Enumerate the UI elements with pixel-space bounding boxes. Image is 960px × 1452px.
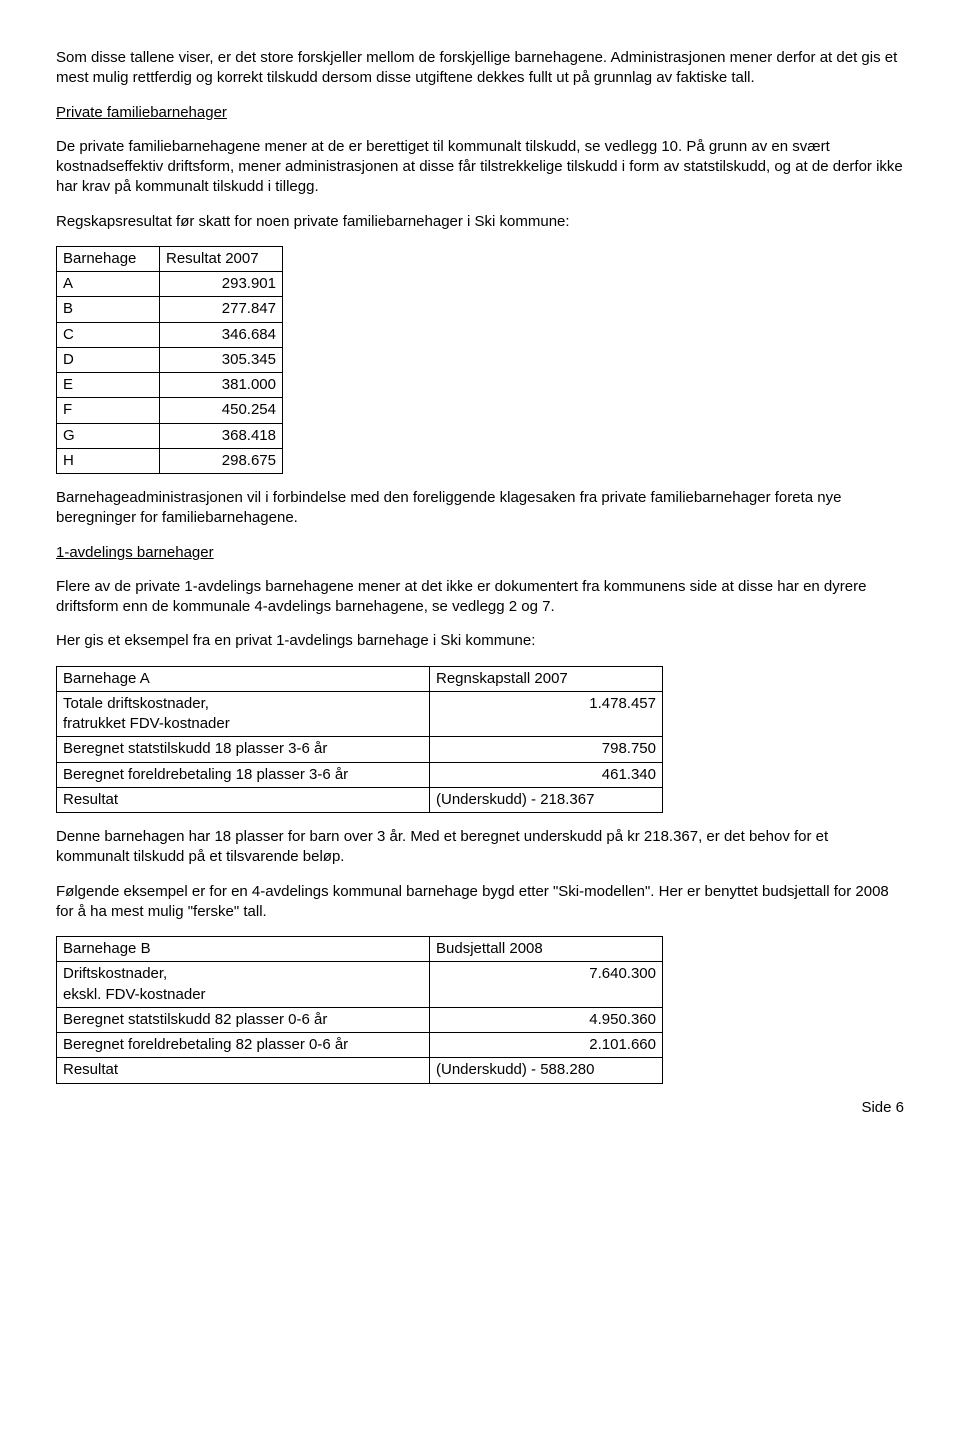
- table-cell: Beregnet statstilskudd 18 plasser 3-6 år: [57, 737, 430, 762]
- table-cell: 381.000: [160, 373, 283, 398]
- paragraph: De private familiebarnehagene mener at d…: [56, 137, 904, 198]
- table-cell: C: [57, 322, 160, 347]
- table-cell: H: [57, 448, 160, 473]
- table-cell: Regnskapstall 2007: [430, 666, 663, 691]
- table-row: D305.345: [57, 347, 283, 372]
- table-cell: 461.340: [430, 762, 663, 787]
- table-cell: (Underskudd) - 588.280: [430, 1058, 663, 1083]
- table-row: Beregnet foreldrebetaling 82 plasser 0-6…: [57, 1033, 663, 1058]
- table-row: Beregnet statstilskudd 18 plasser 3-6 år…: [57, 737, 663, 762]
- table-cell: 4.950.360: [430, 1007, 663, 1032]
- table-header-cell: Barnehage: [57, 246, 160, 271]
- table-row: Barnehage Resultat 2007: [57, 246, 283, 271]
- table-row: C346.684: [57, 322, 283, 347]
- paragraph: Følgende eksempel er for en 4-avdelings …: [56, 882, 904, 923]
- section-heading-private: Private familiebarnehager: [56, 103, 904, 123]
- table-cell: 298.675: [160, 448, 283, 473]
- table-cell: Beregnet statstilskudd 82 plasser 0-6 år: [57, 1007, 430, 1032]
- table-row: Beregnet statstilskudd 82 plasser 0-6 år…: [57, 1007, 663, 1032]
- table-cell: Beregnet foreldrebetaling 18 plasser 3-6…: [57, 762, 430, 787]
- table-cell: 368.418: [160, 423, 283, 448]
- section-heading-1avd: 1-avdelings barnehager: [56, 543, 904, 563]
- table-row: Barnehage ARegnskapstall 2007: [57, 666, 663, 691]
- table-cell: Totale driftskostnader,fratrukket FDV-ko…: [57, 691, 430, 737]
- table-header-cell: Resultat 2007: [160, 246, 283, 271]
- table-cell: A: [57, 272, 160, 297]
- table-row: Resultat(Underskudd) - 218.367: [57, 787, 663, 812]
- table-cell: G: [57, 423, 160, 448]
- paragraph: Flere av de private 1-avdelings barnehag…: [56, 577, 904, 618]
- table-cell: 450.254: [160, 398, 283, 423]
- table-barnehage-b: Barnehage BBudsjettall 2008 Driftskostna…: [56, 936, 663, 1084]
- page-number: Side 6: [56, 1098, 904, 1118]
- table-cell: (Underskudd) - 218.367: [430, 787, 663, 812]
- table-row: Beregnet foreldrebetaling 18 plasser 3-6…: [57, 762, 663, 787]
- paragraph: Her gis et eksempel fra en privat 1-avde…: [56, 631, 904, 651]
- table-cell: 2.101.660: [430, 1033, 663, 1058]
- table-cell: Driftskostnader,ekskl. FDV-kostnader: [57, 962, 430, 1008]
- table-cell: 293.901: [160, 272, 283, 297]
- table-cell: Resultat: [57, 787, 430, 812]
- table-cell: Budsjettall 2008: [430, 937, 663, 962]
- table-cell: 1.478.457: [430, 691, 663, 737]
- table-cell: D: [57, 347, 160, 372]
- table-row: F450.254: [57, 398, 283, 423]
- table-barnehage-a: Barnehage ARegnskapstall 2007 Totale dri…: [56, 666, 663, 814]
- paragraph: Regskapsresultat før skatt for noen priv…: [56, 212, 904, 232]
- table-cell: 798.750: [430, 737, 663, 762]
- table-cell: Barnehage B: [57, 937, 430, 962]
- paragraph: Som disse tallene viser, er det store fo…: [56, 48, 904, 89]
- paragraph: Denne barnehagen har 18 plasser for barn…: [56, 827, 904, 868]
- table-cell: F: [57, 398, 160, 423]
- table-row: G368.418: [57, 423, 283, 448]
- table-cell: Resultat: [57, 1058, 430, 1083]
- table-cell: E: [57, 373, 160, 398]
- table-resultat-2007: Barnehage Resultat 2007 A293.901 B277.84…: [56, 246, 283, 474]
- table-row: Driftskostnader,ekskl. FDV-kostnader7.64…: [57, 962, 663, 1008]
- table-cell: 277.847: [160, 297, 283, 322]
- paragraph: Barnehageadministrasjonen vil i forbinde…: [56, 488, 904, 529]
- table-cell: B: [57, 297, 160, 322]
- table-row: A293.901: [57, 272, 283, 297]
- table-cell: 7.640.300: [430, 962, 663, 1008]
- table-row: Barnehage BBudsjettall 2008: [57, 937, 663, 962]
- table-row: E381.000: [57, 373, 283, 398]
- table-cell: Barnehage A: [57, 666, 430, 691]
- table-cell: 305.345: [160, 347, 283, 372]
- table-row: B277.847: [57, 297, 283, 322]
- table-row: Totale driftskostnader,fratrukket FDV-ko…: [57, 691, 663, 737]
- table-cell: Beregnet foreldrebetaling 82 plasser 0-6…: [57, 1033, 430, 1058]
- table-row: Resultat(Underskudd) - 588.280: [57, 1058, 663, 1083]
- table-row: H298.675: [57, 448, 283, 473]
- table-cell: 346.684: [160, 322, 283, 347]
